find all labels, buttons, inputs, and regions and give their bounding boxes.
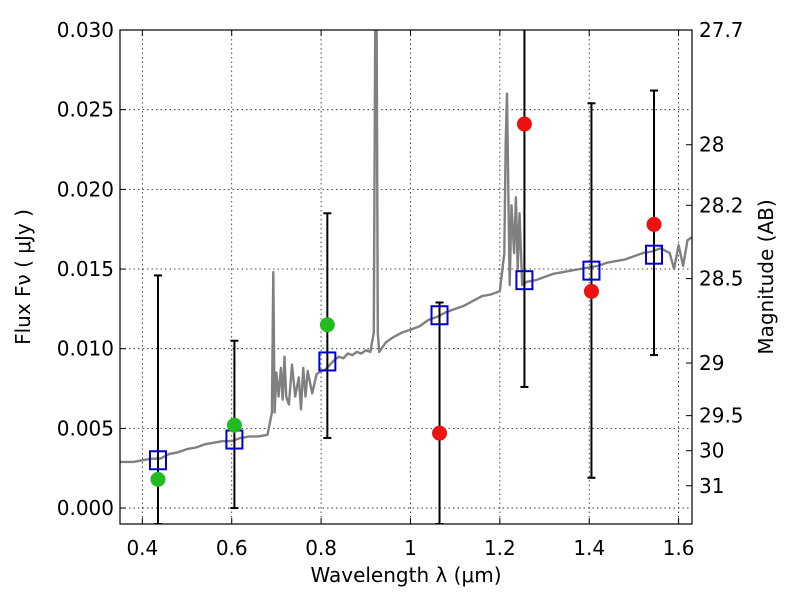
y-tick-label: 0.020 [57, 177, 114, 201]
right-tick-label: 30 [699, 439, 724, 463]
right-tick-label: 29.5 [699, 404, 744, 428]
right-axis-title: Magnitude (AB) [754, 199, 778, 354]
model-point [430, 305, 449, 326]
y-tick-label: 0.015 [57, 257, 114, 281]
x-tick-label: 1.4 [573, 536, 605, 560]
plot-area [120, 30, 692, 524]
plot-frame [119, 29, 693, 525]
right-tick-label: 28.5 [699, 267, 744, 291]
observed-point [150, 471, 166, 487]
right-tick-label: 31 [699, 474, 724, 498]
x-tick-label: 0.8 [305, 536, 337, 560]
observed-point [319, 317, 335, 333]
y-tick-label: 0.005 [57, 416, 114, 440]
observed-point [583, 283, 599, 299]
grid-lines [120, 29, 692, 524]
y-axis-title: Flux Fν ( μJy ) [11, 209, 35, 345]
right-tick-label: 28.2 [699, 193, 744, 217]
y-tick-label: 0.030 [57, 18, 114, 42]
observed-point [646, 216, 662, 232]
right-tick-label: 29 [699, 351, 724, 375]
model-point [515, 270, 534, 291]
right-tick-label: 27.7 [699, 18, 744, 42]
x-tick-label: 1 [404, 536, 417, 560]
right-tick-label: 28 [699, 133, 724, 157]
observed-point [226, 417, 242, 433]
y-tick-label: 0.010 [57, 337, 114, 361]
clipped-data [120, 30, 692, 524]
model-point [318, 351, 337, 372]
model-point [582, 260, 601, 281]
x-tick-label: 1.6 [663, 536, 695, 560]
y-tick-label: 0.000 [57, 496, 114, 520]
x-tick-label: 0.4 [126, 536, 158, 560]
observed-point [516, 116, 532, 132]
x-tick-label: 0.6 [216, 536, 248, 560]
observed-point [432, 425, 448, 441]
spectrum-line [120, 30, 692, 464]
x-tick-label: 1.2 [484, 536, 516, 560]
x-axis-title: Wavelength λ (μm) [310, 563, 501, 587]
axis-ticks: 0.4 0.6 0.8 1 1.2 1.4 1.6 0.000 0.005 0.010 0.015 0… [57, 18, 744, 560]
model-point [645, 244, 664, 265]
y-tick-label: 0.025 [57, 98, 114, 122]
model-point [148, 450, 167, 471]
